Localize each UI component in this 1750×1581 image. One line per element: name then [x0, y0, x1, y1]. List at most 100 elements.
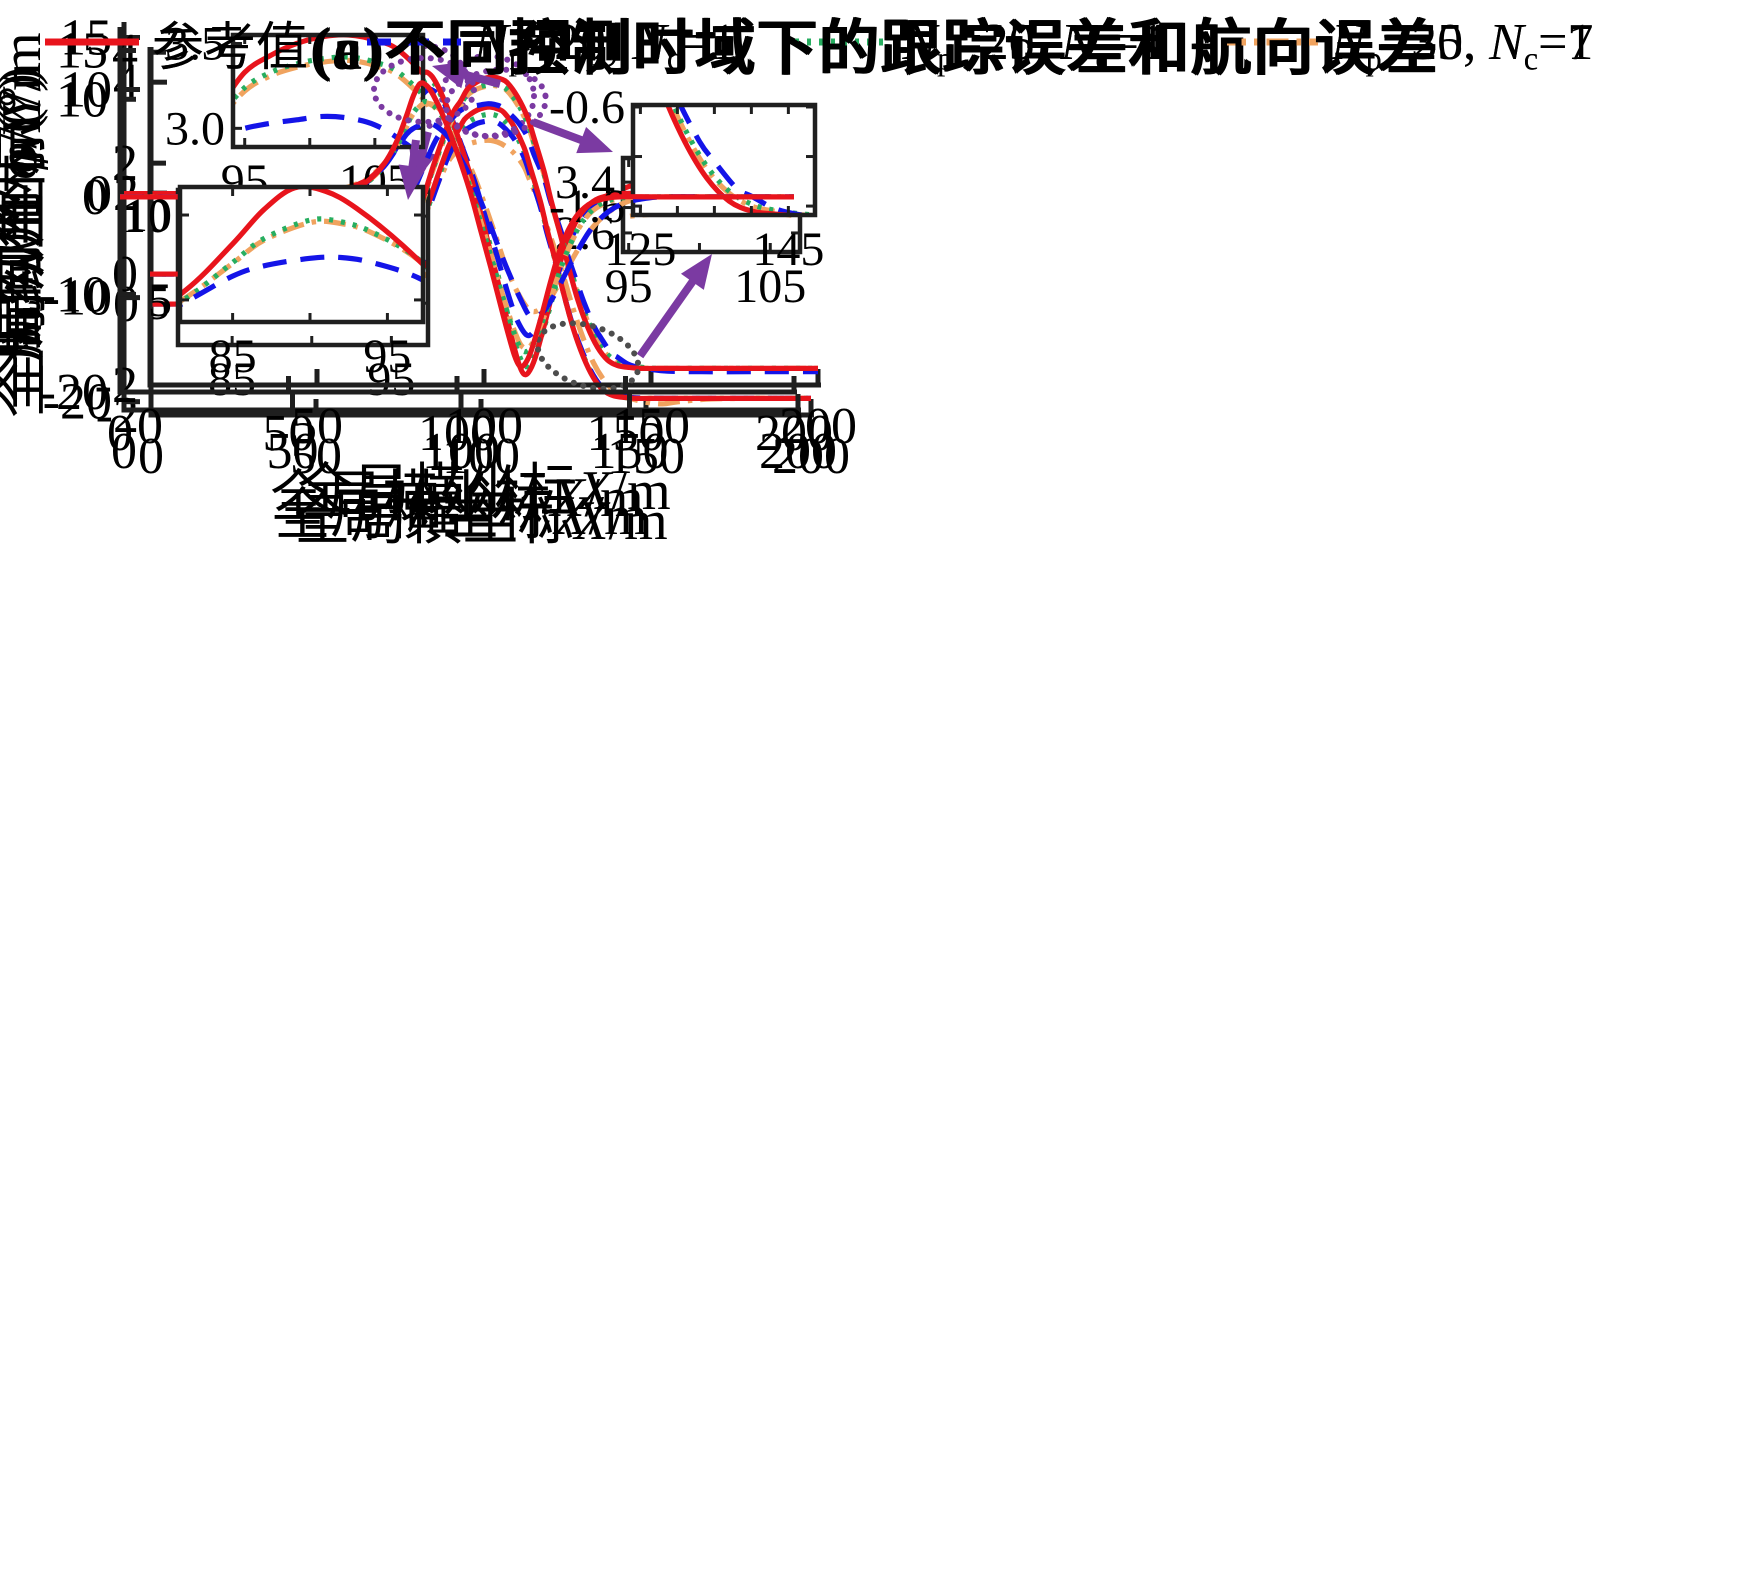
legend-math-symbol: N	[902, 13, 938, 71]
legend-swatch-dot	[795, 38, 890, 46]
caption-a: (a)不同预测时域下的跟踪误差和航向误差	[310, 16, 1440, 82]
y-tick-label: 10	[60, 62, 112, 119]
x-axis-label: 全局横坐标X/m	[270, 467, 643, 529]
x-tick-label: 200	[755, 405, 833, 462]
inset-x-tick-label: 145	[752, 223, 824, 276]
y-tick-label: 15	[60, 9, 112, 66]
y-tick-label: -20	[39, 364, 108, 421]
legend-label: Np=30, Nc=1	[1330, 13, 1594, 76]
y-tick-label: -10	[39, 266, 108, 323]
legend-math-symbol: N	[1330, 13, 1366, 71]
legend-row-c: 参考值 Np=25, Nc=1 Np=25, Nc=4 Np=25, Nc=7	[0, 0, 1750, 84]
legend-math-symbol: N	[474, 13, 509, 71]
x-tick-label: 150	[591, 423, 669, 480]
inset-y-tick-label: 10	[124, 189, 172, 242]
legend-swatch-dashdot	[1223, 38, 1318, 46]
inset-x-tick-label: 125	[604, 223, 676, 276]
caption-c: (c)不同控制时域下的跟踪误差和航向误差	[311, 16, 1439, 82]
x-tick-label: 50	[290, 428, 342, 485]
x-tick-label: 100	[442, 428, 520, 485]
x-tick-label: 0	[138, 428, 164, 485]
y-tick-label: 10	[56, 71, 108, 128]
x-axis-label: 全局横坐标X/m	[294, 490, 667, 552]
legend-math-symbol: N	[1330, 13, 1366, 71]
inset-y-tick-label: -0.6	[549, 81, 625, 134]
legend-label: Np=25, Nc=1	[474, 13, 737, 76]
x-tick-label: 0	[137, 398, 163, 455]
y-tick-label: 2	[112, 135, 138, 192]
legend-math-symbol: N	[1060, 13, 1096, 71]
y-axis-label: 全局纵坐标Y/m	[0, 32, 53, 402]
arrowhead-icon	[398, 164, 427, 200]
annotation-arrow	[531, 118, 589, 146]
x-tick-label: 50	[263, 405, 315, 462]
x-tick-label: 100	[418, 405, 496, 462]
legend-math-symbol: N	[474, 13, 509, 71]
series-line-green	[233, 54, 423, 105]
inset-x-tick-label: 95	[363, 330, 411, 383]
y-axis-label: 航向角 φ/(°)	[0, 67, 49, 355]
legend-item: Np=25, Nc=4	[792, 13, 1165, 76]
inset-y-tick-label: 3.5	[165, 17, 225, 70]
x-tick-label: 50	[291, 398, 343, 455]
inset-x-tick-label: 95	[367, 353, 415, 406]
legend-swatch-dash	[367, 38, 462, 46]
zoom-region-ellipse	[371, 55, 477, 125]
legend-label: 参考值	[152, 19, 309, 77]
inset-x-tick-label: 85	[209, 330, 257, 383]
x-tick-label: 200	[759, 423, 837, 480]
inset-x-tick-label: 105	[734, 260, 806, 313]
inset-y-tick-label: 5	[148, 274, 172, 327]
inset-frame	[177, 184, 426, 325]
y-axis-label: 航向角 φ/(°)	[0, 73, 49, 361]
series-line-green	[150, 81, 818, 372]
legend-swatch-solid	[45, 38, 139, 46]
legend-label: Np=25, Nc=4	[902, 13, 1165, 76]
series-line-blue	[233, 113, 416, 147]
x-axis-label: 全局横坐标X/m	[297, 460, 670, 522]
x-tick-label: 0	[111, 423, 137, 480]
y-tick-label: -20	[43, 374, 112, 431]
inset-plot	[233, 35, 423, 147]
inset-frame	[230, 32, 426, 150]
legend-item: Np=25, Nc=7	[1221, 13, 1594, 76]
zoom-region-ellipse	[534, 320, 642, 392]
legend-math-symbol: N	[1489, 13, 1524, 71]
legend-row-a: 参考值 Np=10, Nc=1 Np=20, Nc=1 Np=30, Nc=1	[0, 0, 1750, 84]
legend-label: Np=20, Nc=1	[902, 13, 1165, 76]
x-tick-label: 50	[267, 423, 319, 480]
y-tick-label: -2	[95, 357, 138, 414]
legend-item: 参考值	[42, 5, 308, 80]
series-line-green	[119, 98, 794, 355]
y-tick-label: 0	[86, 166, 112, 223]
x-tick-label: 150	[587, 405, 665, 462]
legend-label: Np=10, Nc=1	[474, 13, 737, 76]
inset-y-tick-label: 3.0	[165, 102, 225, 155]
inset-x-tick-label: 95	[605, 260, 653, 313]
y-axis-label: 全局纵坐标Y/m	[0, 47, 53, 417]
legend-label: 参考值	[152, 19, 309, 77]
legend-math-symbol: N	[1489, 13, 1524, 71]
legend-label: Np=25, Nc=7	[1330, 13, 1594, 76]
x-tick-label: 100	[422, 423, 500, 480]
arrowhead-icon	[680, 254, 712, 290]
inset-x-tick-label: 85	[208, 353, 256, 406]
annotation-arrow	[636, 274, 700, 359]
legend-item: Np=25, Nc=1	[364, 13, 737, 76]
series-line-orange	[669, 105, 815, 215]
y-tick-label: 0	[82, 169, 108, 226]
x-tick-label: 150	[612, 398, 690, 455]
legend-item: 参考值	[42, 5, 308, 80]
zoom-region-ellipse	[439, 53, 537, 139]
y-tick-label: -10	[43, 270, 112, 327]
chart-path-c: 050100150200-2024全局纵坐标Y/m全局横坐标X/m951053.…	[0, 17, 857, 522]
x-tick-label: 200	[772, 428, 850, 485]
zoom-region-ellipse	[443, 66, 549, 140]
inset-frame	[630, 102, 818, 218]
series-line-red	[233, 35, 423, 92]
x-tick-label: 200	[779, 398, 857, 455]
x-axis-label: 全局横坐标X/m	[274, 485, 647, 547]
arrowhead-icon	[576, 126, 613, 154]
legend-math-symbol: N	[902, 13, 938, 71]
